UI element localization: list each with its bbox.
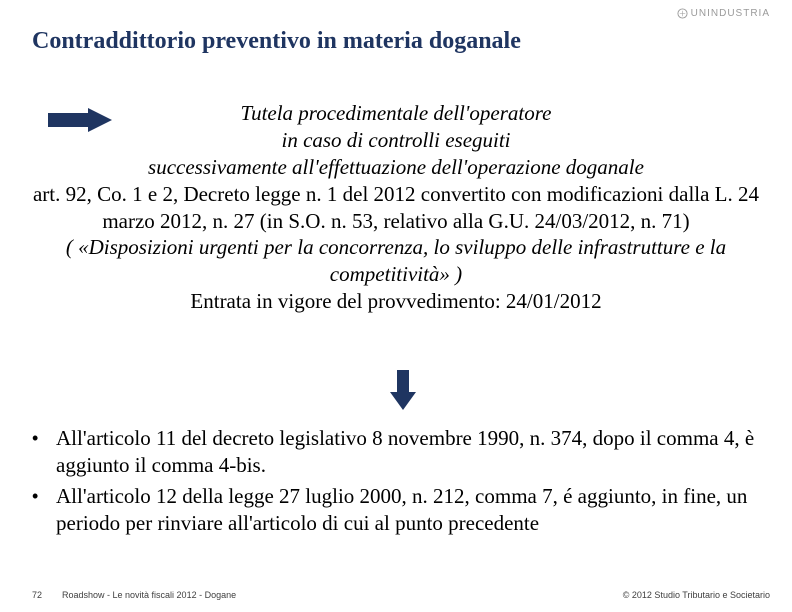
footer-text: Roadshow - Le novità fiscali 2012 - Doga… — [62, 590, 236, 600]
footer: 72 Roadshow - Le novità fiscali 2012 - D… — [0, 584, 792, 600]
bullet-list: • All'articolo 11 del decreto legislativ… — [32, 425, 760, 541]
bullet-text: All'articolo 12 della legge 27 luglio 20… — [56, 483, 760, 537]
content-line-4: art. 92, Co. 1 e 2, Decreto legge n. 1 d… — [32, 181, 760, 235]
arrow-down-icon — [390, 370, 416, 415]
bullet-text: All'articolo 11 del decreto legislativo … — [56, 425, 760, 479]
content-block: Tutela procedimentale dell'operatore in … — [32, 100, 760, 315]
brand-logo: UNINDUSTRIA — [677, 8, 770, 19]
page-title: Contraddittorio preventivo in materia do… — [32, 28, 521, 55]
brand-crest-icon — [677, 8, 688, 19]
footer-copyright: © 2012 Studio Tributario e Societario — [623, 590, 770, 600]
content-line-2: in caso di controlli eseguiti — [32, 127, 760, 154]
brand-text: UNINDUSTRIA — [691, 8, 770, 19]
list-item: • All'articolo 11 del decreto legislativ… — [32, 425, 760, 479]
content-line-1: Tutela procedimentale dell'operatore — [32, 100, 760, 127]
content-line-3: successivamente all'effettuazione dell'o… — [32, 154, 760, 181]
bullet-marker-icon: • — [32, 425, 56, 450]
page-number: 72 — [32, 590, 42, 600]
content-line-6: Entrata in vigore del provvedimento: 24/… — [32, 288, 760, 315]
list-item: • All'articolo 12 della legge 27 luglio … — [32, 483, 760, 537]
content-line-5: ( «Disposizioni urgenti per la concorren… — [32, 234, 760, 288]
bullet-marker-icon: • — [32, 483, 56, 508]
